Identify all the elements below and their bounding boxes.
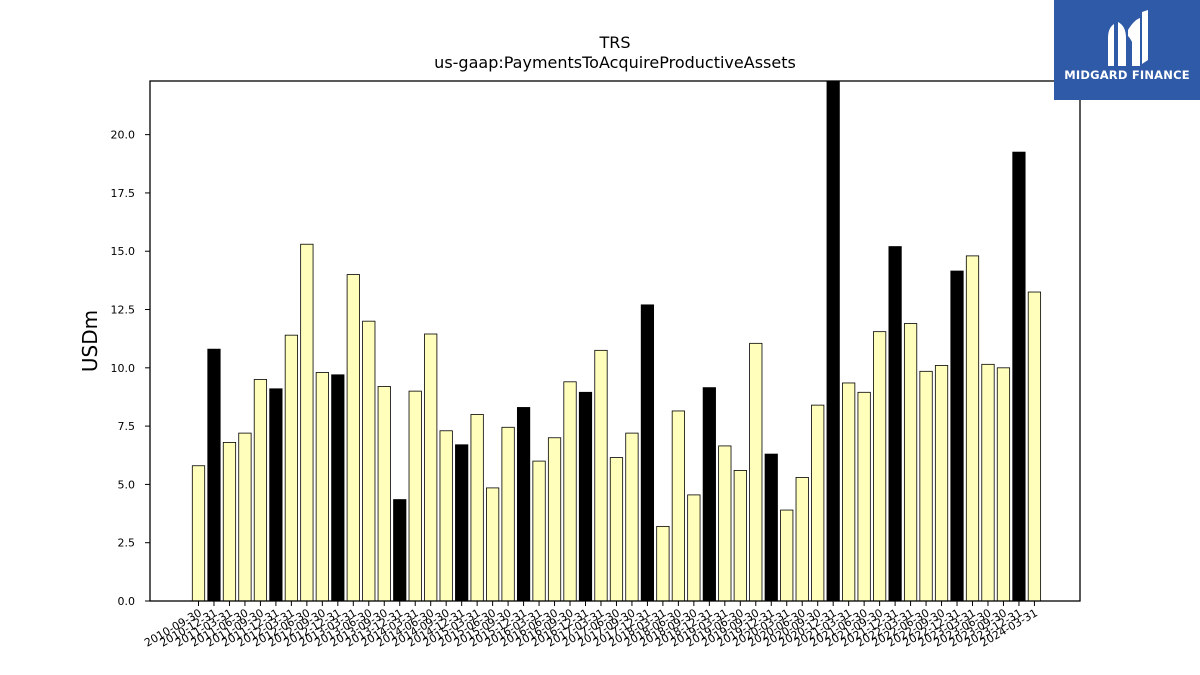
bar-2016-12-31 (578, 391, 593, 602)
bar-2012-06-30 (300, 243, 314, 602)
y-tick-label: 10.0 (111, 362, 136, 375)
bar-2011-09-30 (253, 379, 268, 602)
bar-2015-06-30 (486, 487, 500, 602)
bar-2019-03-31 (718, 445, 732, 602)
bar-2013-12-31 (393, 499, 407, 602)
bar-2015-03-31 (470, 414, 484, 602)
bars-group (191, 80, 1042, 602)
bar-2014-06-30 (424, 333, 438, 602)
bar-2019-06-30 (733, 470, 747, 602)
bar-2017-12-31 (640, 304, 655, 602)
logo-text: MIDGARD FINANCE (1064, 68, 1190, 82)
bar-2021-12-31 (888, 246, 902, 602)
bar-2019-12-31 (764, 453, 778, 602)
bar-2018-03-31 (656, 525, 670, 602)
y-tick-label: 2.5 (118, 537, 136, 550)
bar-2020-06-30 (795, 477, 809, 602)
bar-2011-03-31 (222, 442, 237, 602)
chart-title: TRS (598, 33, 630, 52)
bar-2010-09-30 (191, 465, 206, 602)
bar-2022-06-30 (919, 370, 933, 602)
bar-2015-12-31 (516, 407, 531, 602)
bar-2012-09-30 (315, 372, 329, 602)
bar-2014-09-30 (439, 430, 453, 602)
bar-2023-09-30 (996, 367, 1011, 602)
bar-2011-06-30 (238, 432, 252, 602)
y-tick-label: 20.0 (111, 129, 136, 142)
bar-2024-03-31 (1027, 291, 1042, 602)
bar-2011-12-31 (269, 388, 283, 602)
brand-logo: MIDGARD FINANCE (1054, 0, 1200, 100)
bar-2021-03-31 (842, 382, 856, 602)
y-tick-label: 7.5 (118, 420, 136, 433)
bar-2014-03-31 (408, 390, 422, 602)
bar-2023-12-31 (1012, 151, 1026, 602)
bar-2022-03-31 (903, 323, 918, 602)
y-tick-label: 15.0 (111, 245, 136, 258)
logo-mark-icon (1108, 10, 1148, 66)
bar-2020-12-31 (826, 80, 840, 602)
y-tick-label: 0.0 (118, 595, 136, 608)
bar-2010-12-31 (207, 348, 221, 602)
bar-2014-12-31 (455, 444, 469, 602)
bar-2018-09-30 (687, 494, 701, 602)
bar-2017-06-30 (609, 457, 624, 602)
chart-subtitle: us-gaap:PaymentsToAcquireProductiveAsset… (434, 53, 796, 72)
bar-2016-06-30 (547, 437, 562, 602)
y-axis-label: USDm (78, 310, 102, 372)
y-tick-label: 5.0 (118, 478, 136, 491)
bar-2015-09-30 (501, 426, 515, 602)
bar-2016-09-30 (563, 381, 577, 602)
bar-2022-12-31 (950, 270, 964, 602)
bar-2023-03-31 (965, 255, 980, 602)
bar-2017-09-30 (625, 432, 639, 602)
bar-2017-03-31 (594, 349, 608, 602)
bar-2022-09-30 (934, 365, 949, 602)
bar-2021-09-30 (873, 331, 887, 602)
x-axis-ticks: 2010-09-302010-12-312011-03-312011-06-30… (142, 601, 1040, 650)
bar-2016-03-31 (532, 460, 546, 602)
bar-2012-12-31 (331, 374, 345, 602)
y-tick-label: 17.5 (111, 187, 136, 200)
y-tick-label: 12.5 (111, 304, 136, 317)
bar-2013-06-30 (362, 320, 376, 602)
bar-2018-06-30 (671, 410, 685, 602)
bar-2012-03-31 (284, 334, 298, 602)
bar-2020-09-30 (811, 404, 825, 602)
bar-2020-03-31 (780, 509, 794, 602)
bar-2018-12-31 (702, 387, 716, 602)
plot-frame (149, 80, 1081, 602)
bar-2023-06-30 (981, 363, 995, 602)
bar-2021-06-30 (857, 391, 871, 602)
bar-2019-09-30 (749, 342, 763, 602)
bar-2013-09-30 (377, 386, 391, 602)
y-axis-ticks: 0.0 2.5 5.0 7.5 10.0 12.5 15.0 17.5 20.0 (111, 129, 150, 608)
bar-2013-03-31 (346, 274, 360, 602)
